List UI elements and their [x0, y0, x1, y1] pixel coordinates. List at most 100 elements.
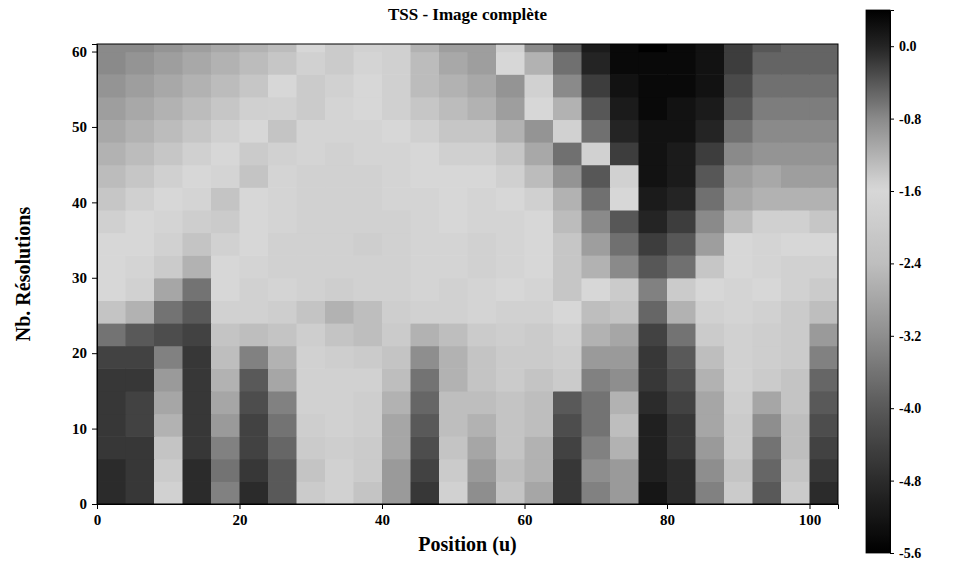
- cell: [411, 187, 440, 210]
- tick-mark: [890, 553, 894, 554]
- cell: [553, 300, 582, 323]
- cell: [724, 165, 753, 188]
- cell: [753, 233, 782, 256]
- cell: [439, 346, 468, 369]
- cell: [382, 278, 411, 301]
- cell: [610, 187, 639, 210]
- cell: [667, 391, 696, 414]
- cell: [496, 278, 525, 301]
- cell: [268, 142, 297, 165]
- cell: [183, 300, 212, 323]
- cell: [468, 119, 497, 142]
- cell: [439, 165, 468, 188]
- cell: [97, 459, 126, 482]
- cell: [382, 323, 411, 346]
- cell: [696, 187, 725, 210]
- cell: [240, 278, 269, 301]
- cell: [781, 391, 810, 414]
- cell: [325, 368, 354, 391]
- cell: [126, 44, 155, 52]
- cell: [439, 142, 468, 165]
- tick-label: 40: [375, 512, 390, 528]
- cell: [211, 97, 240, 120]
- cell: [696, 210, 725, 233]
- tick-label: 100: [799, 512, 822, 528]
- cell: [810, 44, 839, 52]
- cell: [753, 391, 782, 414]
- cell: [724, 481, 753, 504]
- cell: [268, 165, 297, 188]
- cell: [724, 142, 753, 165]
- cell: [553, 391, 582, 414]
- cell: [240, 323, 269, 346]
- cell: [553, 142, 582, 165]
- cell: [382, 233, 411, 256]
- cell: [810, 278, 839, 301]
- cell: [354, 119, 383, 142]
- cell: [582, 391, 611, 414]
- cell: [240, 97, 269, 120]
- cell: [154, 481, 183, 504]
- cell: [97, 300, 126, 323]
- cell: [439, 187, 468, 210]
- cell: [240, 368, 269, 391]
- cell: [610, 119, 639, 142]
- cell: [582, 119, 611, 142]
- cell: [724, 187, 753, 210]
- cell: [183, 165, 212, 188]
- cell: [126, 97, 155, 120]
- cell: [211, 52, 240, 75]
- cell: [240, 119, 269, 142]
- cell: [724, 346, 753, 369]
- cell: [496, 300, 525, 323]
- cell: [724, 97, 753, 120]
- tick-mark: [92, 429, 97, 430]
- cell: [610, 300, 639, 323]
- cell: [325, 210, 354, 233]
- cell: [126, 300, 155, 323]
- cell: [354, 414, 383, 437]
- cell: [240, 142, 269, 165]
- cell: [781, 300, 810, 323]
- cell: [553, 414, 582, 437]
- chart: TSS - Image complète02040608010001020304…: [0, 0, 973, 563]
- cell: [183, 74, 212, 97]
- cell: [781, 278, 810, 301]
- cell: [468, 74, 497, 97]
- cell: [211, 414, 240, 437]
- cell: [781, 44, 810, 52]
- cell: [154, 210, 183, 233]
- cell: [382, 346, 411, 369]
- cell: [753, 44, 782, 52]
- cell: [553, 278, 582, 301]
- cell: [126, 459, 155, 482]
- cell: [525, 436, 554, 459]
- cell: [126, 119, 155, 142]
- cell: [411, 278, 440, 301]
- cell: [696, 255, 725, 278]
- tick-label: 80: [660, 512, 675, 528]
- cell: [183, 436, 212, 459]
- cell: [468, 391, 497, 414]
- cell: [553, 97, 582, 120]
- tick: -0.8: [890, 112, 921, 127]
- cell: [183, 323, 212, 346]
- cell: [781, 52, 810, 75]
- cell: [468, 44, 497, 52]
- cell: [439, 368, 468, 391]
- cell: [211, 233, 240, 256]
- tick-label: 60: [72, 44, 87, 60]
- tick: 0: [80, 496, 98, 512]
- cell: [496, 165, 525, 188]
- cell: [411, 97, 440, 120]
- cell: [553, 233, 582, 256]
- cell: [183, 44, 212, 52]
- cell: [496, 323, 525, 346]
- cell: [468, 414, 497, 437]
- cell: [211, 278, 240, 301]
- cell: [610, 210, 639, 233]
- cell: [268, 44, 297, 52]
- cell: [411, 459, 440, 482]
- cell: [639, 414, 668, 437]
- cell: [582, 300, 611, 323]
